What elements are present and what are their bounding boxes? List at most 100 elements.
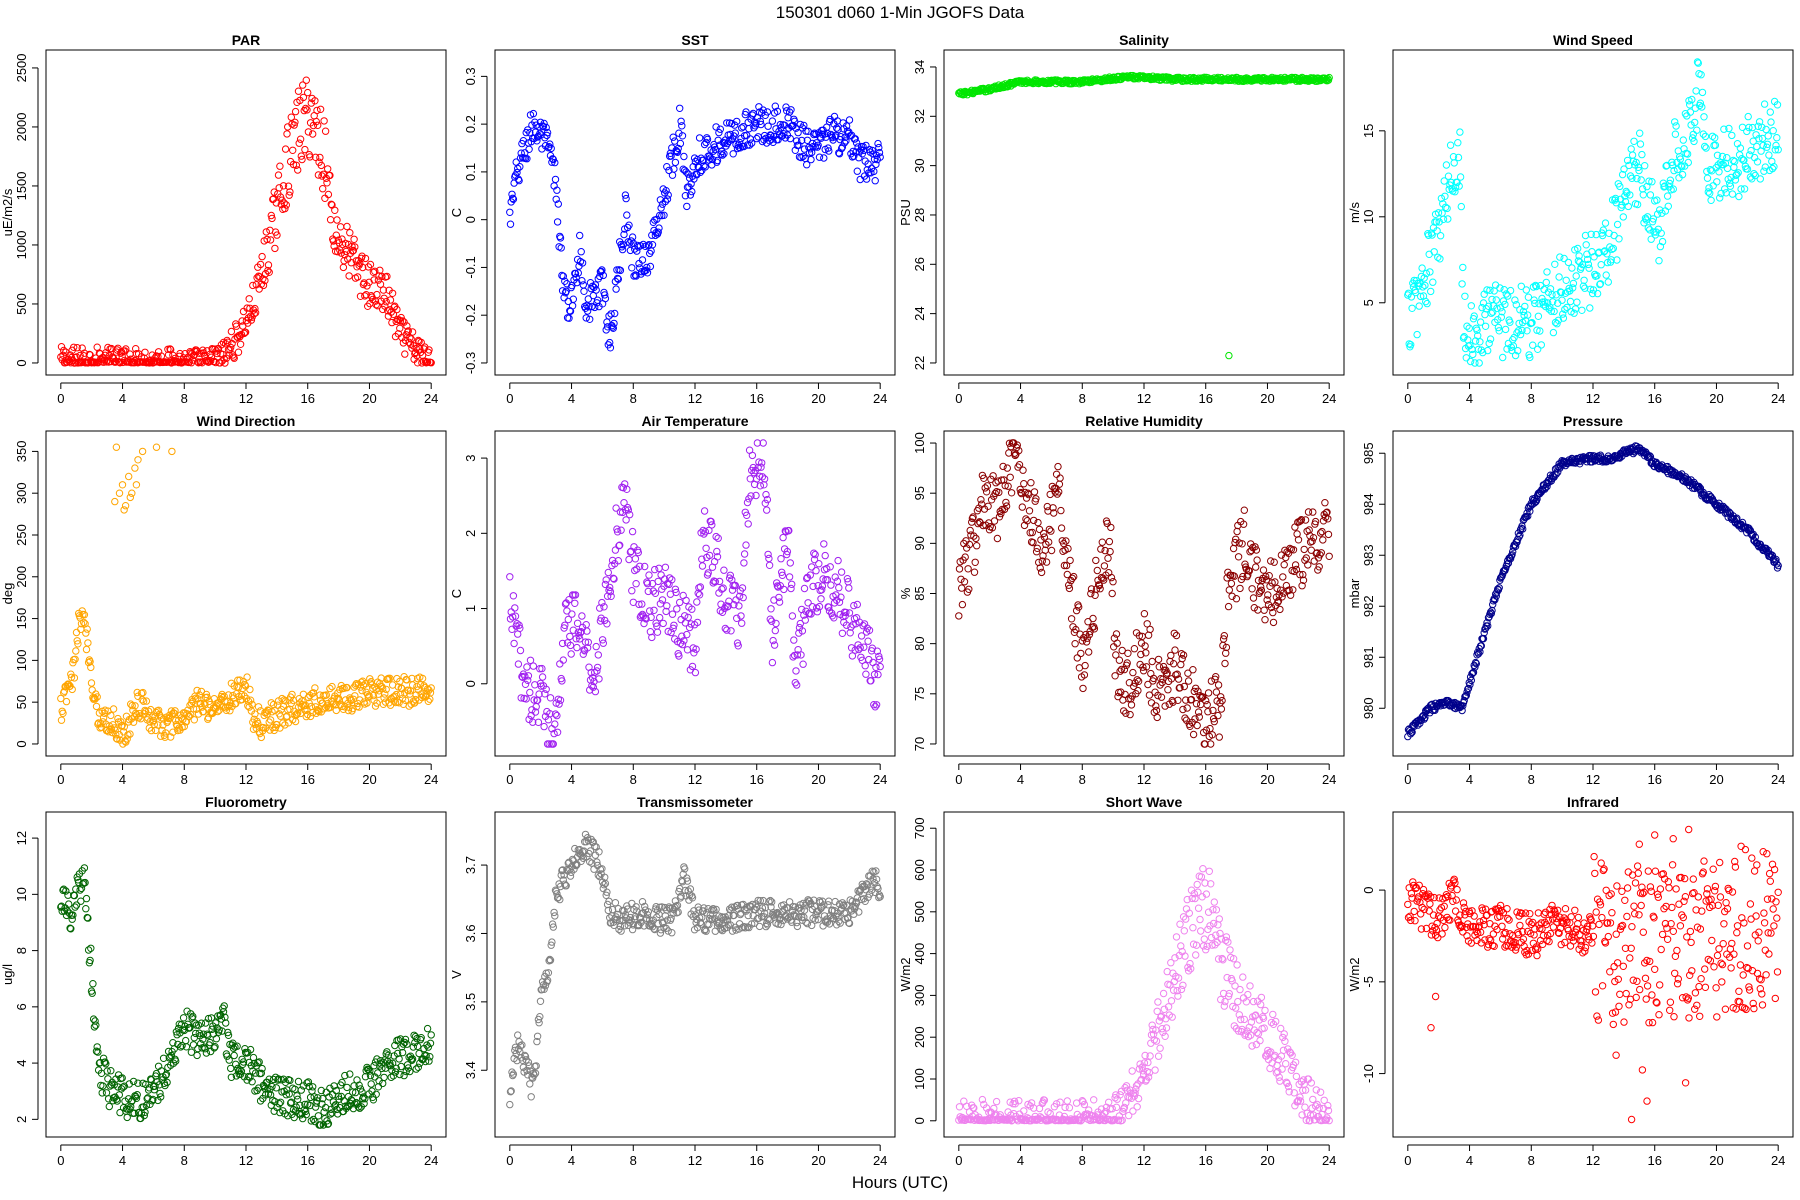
- data-point: [564, 297, 572, 306]
- data-point: [82, 645, 91, 654]
- data-point: [369, 684, 377, 692]
- data-point: [320, 1108, 328, 1116]
- data-point: [556, 234, 565, 242]
- data-point: [411, 349, 419, 358]
- data-point: [382, 685, 390, 694]
- data-point: [853, 167, 861, 175]
- data-point: [632, 580, 640, 588]
- data-point: [162, 729, 170, 737]
- data-point: [592, 642, 600, 651]
- data-point: [790, 636, 798, 644]
- y-tick-label: 250: [14, 524, 29, 546]
- data-point: [1233, 527, 1241, 536]
- data-point: [316, 153, 324, 162]
- data-point: [417, 338, 425, 347]
- data-point: [129, 718, 138, 726]
- x-tick-label: 0: [955, 391, 962, 406]
- data-point: [1589, 286, 1598, 294]
- data-point: [1610, 231, 1618, 240]
- plot-frame: [45, 811, 447, 1138]
- data-point: [1586, 304, 1594, 312]
- data-point: [1547, 307, 1556, 315]
- data-point: [547, 144, 555, 153]
- data-point: [654, 577, 662, 586]
- data-point: [1127, 701, 1136, 709]
- data-point: [1514, 327, 1523, 335]
- data-point: [80, 611, 89, 619]
- data-point: [1688, 134, 1697, 142]
- data-point: [560, 294, 568, 302]
- data-point: [1260, 606, 1268, 614]
- data-point: [1619, 213, 1628, 221]
- data-point: [1407, 293, 1416, 301]
- data-point: [712, 123, 720, 131]
- data-point: [86, 657, 94, 666]
- y-tick-label: 982: [1361, 595, 1376, 617]
- data-point: [591, 303, 599, 312]
- data-point: [862, 175, 871, 183]
- data-point: [628, 587, 636, 595]
- data-point: [874, 139, 882, 148]
- data-point: [408, 328, 417, 336]
- data-point: [529, 662, 538, 670]
- data-point: [1548, 290, 1556, 299]
- data-point: [1509, 342, 1518, 350]
- data-point: [102, 1089, 111, 1097]
- data-point: [578, 277, 586, 285]
- x-tick-label: 24: [1771, 391, 1785, 406]
- data-points: [1404, 58, 1782, 367]
- data-point: [568, 302, 577, 310]
- y-axis-label: mbar: [1347, 578, 1362, 608]
- data-point: [1501, 300, 1509, 309]
- data-point: [702, 544, 710, 552]
- data-point: [1476, 338, 1484, 346]
- data-point: [1456, 173, 1465, 181]
- data-points: [955, 439, 1333, 748]
- data-point: [230, 682, 238, 690]
- x-tick-label: 24: [1322, 772, 1336, 787]
- data-point: [1579, 260, 1587, 269]
- data-point: [412, 344, 420, 353]
- data-point: [812, 567, 820, 575]
- data-point: [661, 563, 670, 571]
- data-point: [413, 682, 421, 691]
- data-point: [59, 709, 67, 717]
- data-point: [1007, 489, 1016, 497]
- x-tick-label: 12: [1137, 391, 1151, 406]
- data-point: [396, 324, 404, 332]
- data-point: [662, 187, 670, 195]
- y-tick-label: 0: [14, 359, 29, 366]
- data-point: [1633, 200, 1642, 209]
- data-point: [1079, 684, 1087, 693]
- data-point: [289, 146, 297, 155]
- data-point: [1091, 591, 1099, 599]
- x-axis: 0 4 8 12 16 20 24: [506, 763, 887, 787]
- data-point: [1646, 226, 1654, 234]
- data-point: [1726, 182, 1735, 190]
- data-point: [241, 328, 250, 336]
- data-point: [301, 701, 310, 710]
- y-tick-label: -0.3: [463, 352, 478, 374]
- data-point: [1580, 276, 1588, 284]
- data-point: [65, 900, 73, 908]
- data-point: [1692, 87, 1700, 95]
- data-point: [645, 241, 653, 249]
- data-point: [246, 696, 255, 704]
- data-point: [1140, 610, 1149, 618]
- data-point: [1259, 566, 1268, 574]
- data-point: [1183, 704, 1191, 712]
- data-point: [299, 81, 307, 89]
- data-point: [522, 695, 530, 703]
- data-point: [1528, 319, 1536, 327]
- data-point: [559, 656, 567, 664]
- data-point: [1105, 537, 1114, 546]
- data-point: [695, 134, 704, 142]
- data-point: [1467, 302, 1476, 310]
- data-point: [1484, 346, 1492, 355]
- data-point: [1085, 648, 1093, 656]
- data-point: [182, 1036, 190, 1045]
- data-point: [643, 269, 652, 277]
- data-point: [311, 684, 319, 692]
